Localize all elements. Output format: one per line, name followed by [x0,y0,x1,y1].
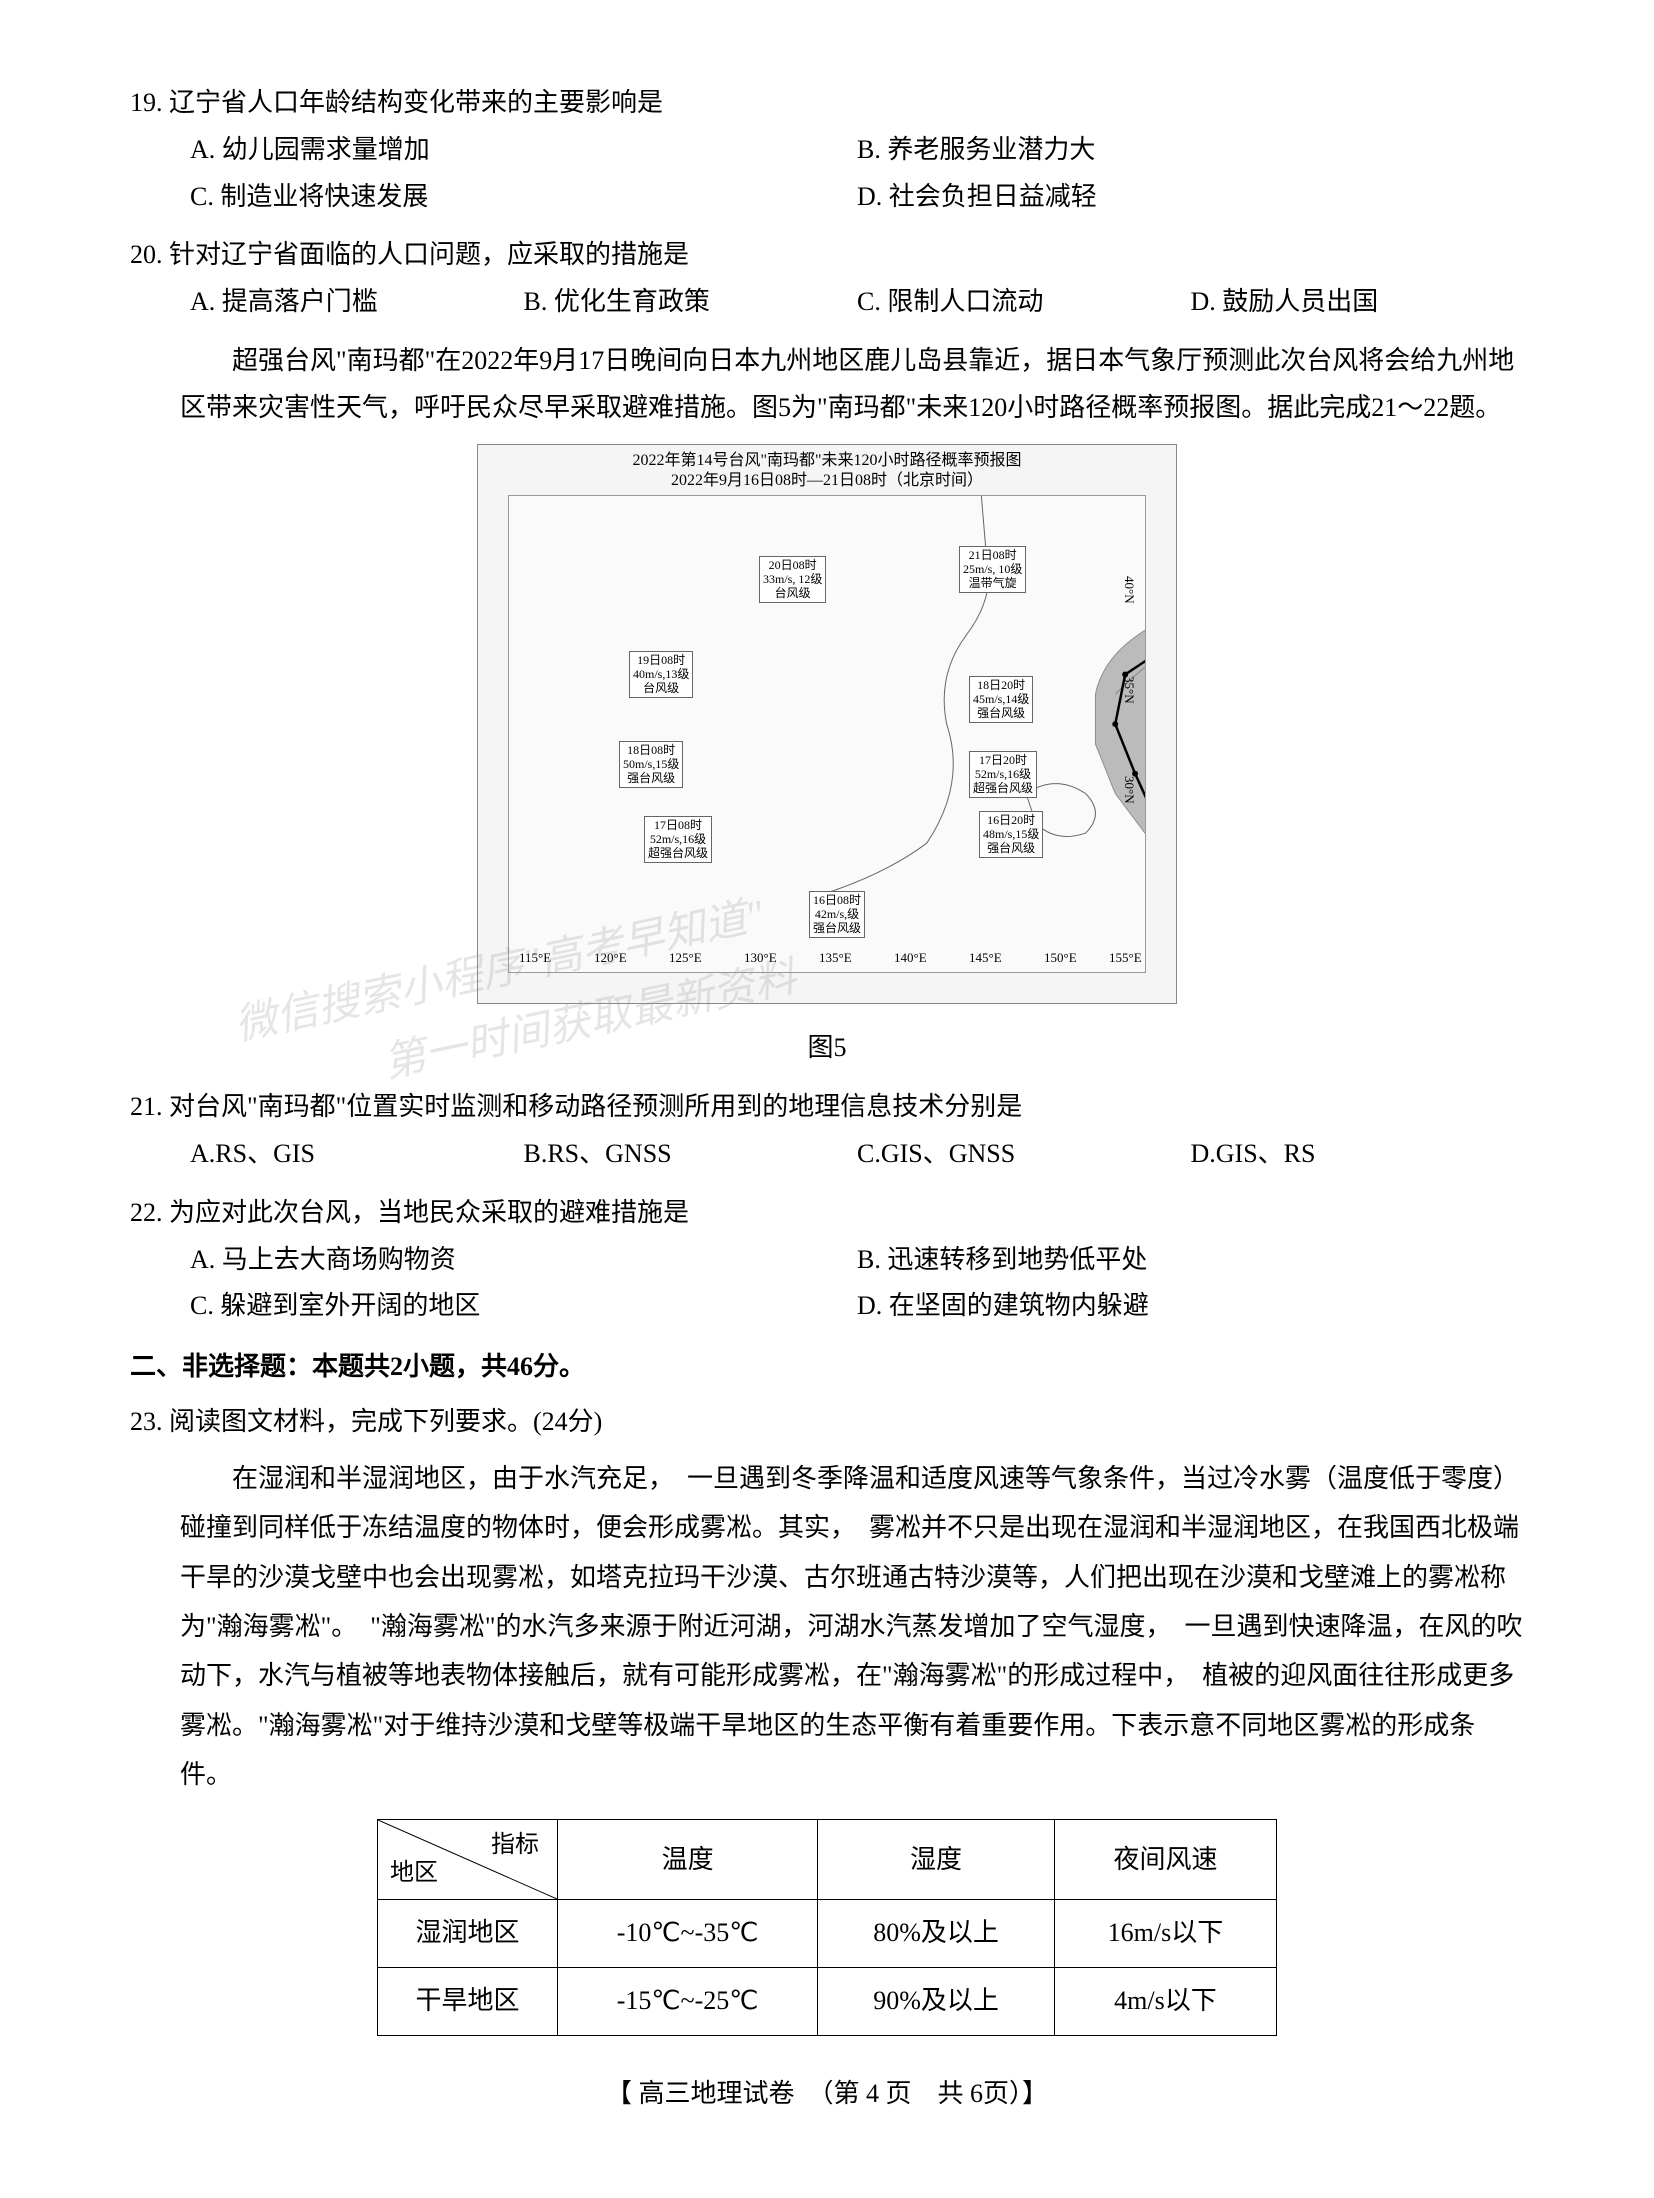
lat-label-1: 30°N [1118,776,1141,804]
row1-region: 干旱地区 [378,1968,558,2036]
track-label-2: 19日08时 40m/s,13级 台风级 [629,651,693,698]
map-title: 2022年第14号台风"南玛都"未来120小时路径概率预报图 2022年9月16… [478,451,1176,493]
lon-label-8: 155°E [1109,946,1142,969]
q19-option-b: B. 养老服务业潜力大 [857,127,1524,174]
question-19: 19. 辽宁省人口年龄结构变化带来的主要影响是 A. 幼儿园需求量增加 B. 养… [130,80,1524,220]
typhoon-map: 2022年第14号台风"南玛都"未来120小时路径概率预报图 2022年9月16… [477,444,1177,1004]
row0-region: 湿润地区 [378,1900,558,1968]
diag-bottom-label: 地区 [390,1852,438,1895]
q20-option-a: A. 提高落户门槛 [190,279,524,326]
q20-option-c: C. 限制人口流动 [857,279,1191,326]
lon-label-6: 145°E [969,946,1002,969]
map-title-line2: 2022年9月16日08时—21日08时（北京时间） [478,471,1176,492]
row1-humidity: 90%及以上 [818,1968,1055,2036]
q20-text: 20. 针对辽宁省面临的人口问题，应采取的措施是 [130,232,1524,279]
fog-rime-table: 指标 地区 温度 湿度 夜间风速 湿润地区 -10℃~-35℃ 80%及以上 1… [377,1819,1277,2036]
lon-label-3: 130°E [744,946,777,969]
q23-passage: 在湿润和半湿润地区，由于水汽充足， 一旦遇到冬季降温和适度风速等气象条件，当过冷… [130,1454,1524,1800]
row0-humidity: 80%及以上 [818,1900,1055,1968]
q21-option-c: C.GIS、GNSS [857,1131,1191,1178]
lon-label-2: 125°E [669,946,702,969]
row0-temp: -10℃~-35℃ [558,1900,818,1968]
col-wind: 夜间风速 [1054,1820,1276,1900]
q19-options: A. 幼儿园需求量增加 B. 养老服务业潜力大 C. 制造业将快速发展 D. 社… [130,127,1524,221]
q22-text: 22. 为应对此次台风，当地民众采取的避难措施是 [130,1190,1524,1237]
map-title-line1: 2022年第14号台风"南玛都"未来120小时路径概率预报图 [478,451,1176,472]
section-2-header: 二、非选择题：本题共2小题，共46分。 [130,1344,1524,1391]
figure-5-container: 2022年第14号台风"南玛都"未来120小时路径概率预报图 2022年9月16… [130,444,1524,1073]
row0-wind: 16m/s以下 [1054,1900,1276,1968]
q23-intro: 23. 阅读图文材料，完成下列要求。(24分) [130,1399,1524,1446]
question-20: 20. 针对辽宁省面临的人口问题，应采取的措施是 A. 提高落户门槛 B. 优化… [130,232,1524,326]
q21-text: 21. 对台风"南玛都"位置实时监测和移动路径预测所用到的地理信息技术分别是 [130,1084,1524,1131]
track-label-7: 16日20时 48m/s,15级 强台风级 [979,811,1043,858]
track-label-6: 17日08时 52m/s,16级 超强台风级 [644,816,712,863]
q19-option-c: C. 制造业将快速发展 [190,174,857,221]
lon-label-5: 140°E [894,946,927,969]
typhoon-passage: 超强台风"南玛都"在2022年9月17日晚间向日本九州地区鹿儿岛县靠近，据日本气… [130,338,1524,432]
diag-top-label: 指标 [491,1824,539,1867]
track-label-8: 16日08时 42m/s,级 强台风级 [809,891,865,938]
q22-option-c: C. 躲避到室外开阔的地区 [190,1283,857,1330]
q22-options: A. 马上去大商场购物资 B. 迅速转移到地势低平处 C. 躲避到室外开阔的地区… [130,1237,1524,1331]
table-diag-header: 指标 地区 [378,1820,558,1900]
q21-option-b: B.RS、GNSS [524,1131,858,1178]
lat-label-2: 35°N [1118,676,1141,704]
table-row: 湿润地区 -10℃~-35℃ 80%及以上 16m/s以下 [378,1900,1277,1968]
question-22: 22. 为应对此次台风，当地民众采取的避难措施是 A. 马上去大商场购物资 B.… [130,1190,1524,1330]
q19-option-d: D. 社会负担日益减轻 [857,174,1524,221]
q22-option-b: B. 迅速转移到地势低平处 [857,1237,1524,1284]
table-header-row: 指标 地区 温度 湿度 夜间风速 [378,1820,1277,1900]
lon-label-0: 115°E [519,946,551,969]
q19-text: 19. 辽宁省人口年龄结构变化带来的主要影响是 [130,80,1524,127]
q21-option-d: D.GIS、RS [1191,1131,1525,1178]
track-label-3: 18日20时 45m/s,14级 强台风级 [969,676,1033,723]
row1-wind: 4m/s以下 [1054,1968,1276,2036]
q20-option-d: D. 鼓励人员出国 [1191,279,1525,326]
row1-temp: -15℃~-25℃ [558,1968,818,2036]
q20-options: A. 提高落户门槛 B. 优化生育政策 C. 限制人口流动 D. 鼓励人员出国 [130,279,1524,326]
lon-label-7: 150°E [1044,946,1077,969]
track-label-0: 21日08时 25m/s, 10级 温带气旋 [959,546,1026,593]
track-label-1: 20日08时 33m/s, 12级 台风级 [759,556,826,603]
col-humidity: 湿度 [818,1820,1055,1900]
q22-option-d: D. 在坚固的建筑物内躲避 [857,1283,1524,1330]
question-21: 21. 对台风"南玛都"位置实时监测和移动路径预测所用到的地理信息技术分别是 A… [130,1084,1524,1178]
lon-label-1: 120°E [594,946,627,969]
q20-option-b: B. 优化生育政策 [524,279,858,326]
track-label-4: 18日08时 50m/s,15级 强台风级 [619,741,683,788]
probability-cone [1095,585,1146,912]
table-row: 干旱地区 -15℃~-25℃ 90%及以上 4m/s以下 [378,1968,1277,2036]
lon-label-4: 135°E [819,946,852,969]
figure-caption: 图5 [130,1025,1524,1072]
col-temp: 温度 [558,1820,818,1900]
q22-option-a: A. 马上去大商场购物资 [190,1237,857,1284]
track-label-5: 17日20时 52m/s,16级 超强台风级 [969,751,1037,798]
page-footer: 【 高三地理试卷 （第 4 页 共 6页）】 [130,2071,1524,2118]
map-body: 21日08时 25m/s, 10级 温带气旋 20日08时 33m/s, 12级… [508,495,1146,973]
q21-option-a: A.RS、GIS [190,1131,524,1178]
q21-options: A.RS、GIS B.RS、GNSS C.GIS、GNSS D.GIS、RS [130,1131,1524,1178]
lat-label-3: 40°N [1118,576,1141,604]
q19-option-a: A. 幼儿园需求量增加 [190,127,857,174]
